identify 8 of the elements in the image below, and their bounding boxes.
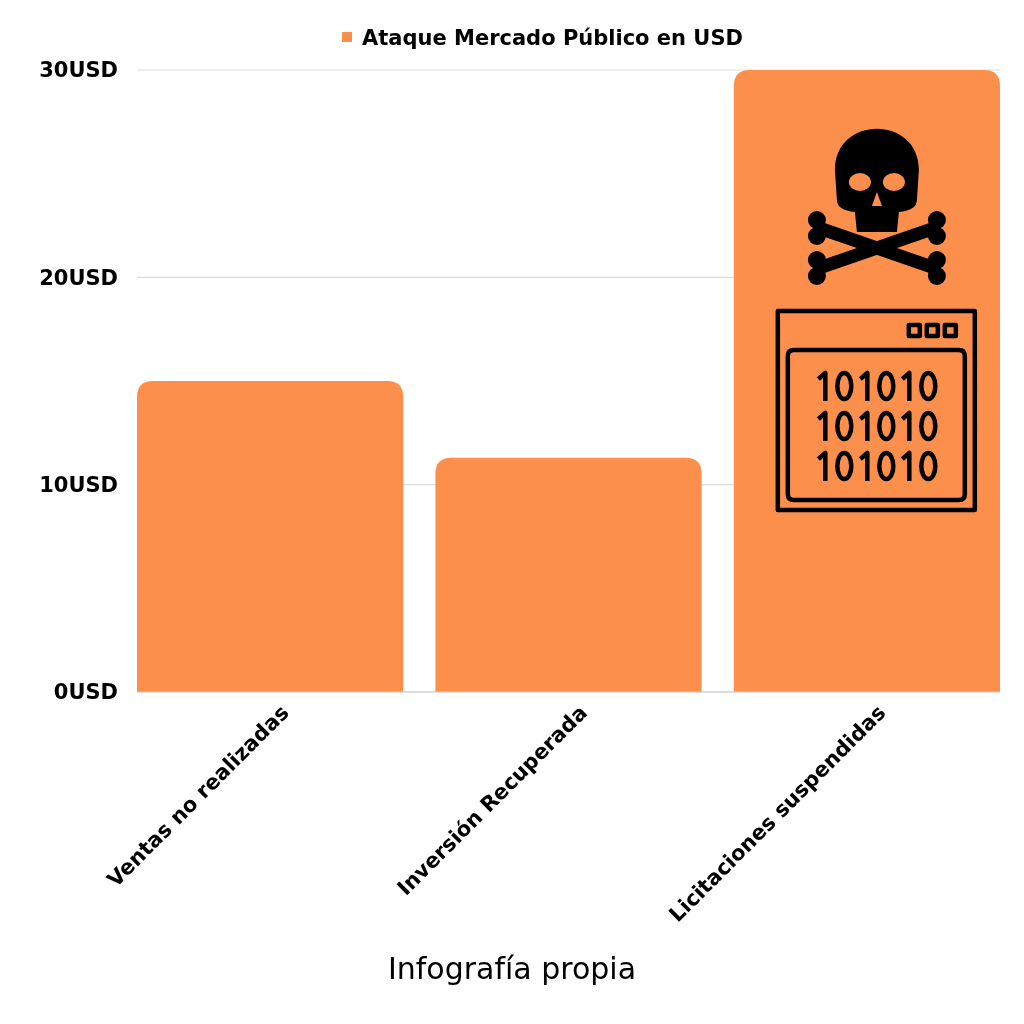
y-tick-label: 10USD <box>39 473 118 498</box>
bar <box>435 457 702 692</box>
y-tick-label: 0USD <box>53 680 118 705</box>
text: Infografía propia <box>387 950 637 986</box>
y-tick-label: 20USD <box>39 265 118 290</box>
bar <box>137 381 404 692</box>
legend-label: Ataque Mercado Público en USD <box>362 26 743 51</box>
y-tick-label: 30USD <box>39 58 118 83</box>
